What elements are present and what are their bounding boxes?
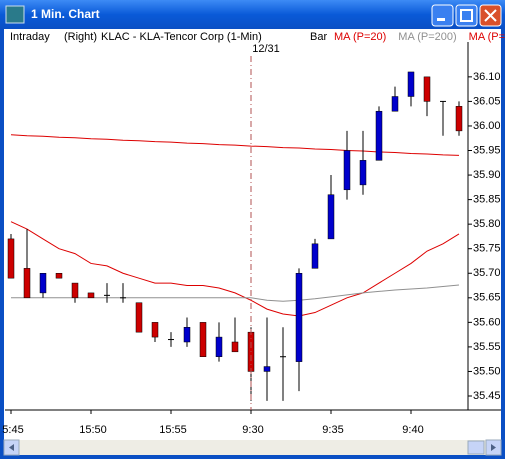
candle-body	[151, 322, 159, 338]
y-tick-label: 35.75	[473, 243, 501, 255]
window-title: 1 Min. Chart	[31, 7, 100, 21]
y-tick-label: 35.45	[473, 390, 501, 402]
candle-body	[199, 322, 207, 357]
header-symbol: KLAC - KLA-Tencor Corp (1-Min)	[101, 31, 262, 43]
y-tick-label: 36.00	[473, 120, 501, 132]
candle-body	[87, 292, 95, 299]
candle-body	[135, 302, 143, 333]
moving-average-line	[10, 134, 460, 156]
candle-body	[343, 150, 351, 191]
session-break-label: 12/31	[252, 43, 280, 55]
y-tick-label: 35.90	[473, 169, 501, 181]
candle-body	[7, 238, 15, 279]
scrollbar[interactable]	[4, 440, 501, 455]
y-tick-label: 35.55	[473, 341, 501, 353]
candle-body	[55, 273, 63, 279]
candle-body	[231, 341, 239, 353]
x-tick-label: 15:50	[79, 424, 107, 436]
header-style: Bar	[310, 31, 327, 43]
candle-body	[263, 366, 271, 372]
scroll-right-arrow	[491, 444, 496, 451]
y-tick-label: 35.65	[473, 292, 501, 304]
close-icon	[484, 9, 497, 22]
candle-body	[311, 243, 319, 269]
moving-average-line	[10, 221, 460, 317]
candle-body	[215, 336, 223, 357]
y-tick-label: 35.80	[473, 218, 501, 230]
app-icon	[5, 5, 25, 24]
candle-body	[23, 268, 31, 299]
y-tick-label: 36.05	[473, 95, 501, 107]
candle-body	[295, 273, 303, 362]
maximize-button[interactable]	[455, 4, 478, 27]
y-tick-label: 35.70	[473, 267, 501, 279]
y-tick-label: 35.95	[473, 144, 501, 156]
title-bar	[0, 0, 505, 29]
candle-body	[423, 76, 431, 102]
minimize-button[interactable]	[431, 4, 454, 27]
legend-entry: MA (P=20)	[334, 31, 386, 43]
minimize-icon	[437, 18, 445, 21]
y-tick-label: 35.50	[473, 365, 501, 377]
candle-body	[407, 71, 415, 97]
candle-body	[39, 273, 47, 294]
header-mode: Intraday	[10, 31, 50, 43]
plot	[7, 71, 463, 401]
y-tick-label: 35.85	[473, 194, 501, 206]
candle-body	[455, 106, 463, 132]
y-tick-label: 36.10	[473, 71, 501, 83]
legend-entry: MA (P=6	[469, 31, 505, 43]
candle-body	[327, 194, 335, 240]
candle-body	[359, 160, 367, 186]
candle-body	[391, 96, 399, 112]
moving-average-line	[11, 284, 460, 302]
candle-body	[375, 110, 383, 161]
candle-body	[71, 282, 79, 299]
scroll-left-arrow	[9, 444, 14, 451]
legend-entry: MA (P=200)	[398, 31, 456, 43]
x-tick-label: 5:45	[2, 424, 23, 436]
x-tick-label: 9:30	[242, 424, 263, 436]
x-tick-label: 15:55	[159, 424, 187, 436]
candle-body	[183, 327, 191, 343]
scroll-thumb[interactable]	[467, 440, 485, 455]
x-tick-label: 9:40	[402, 424, 423, 436]
header-scale-side: (Right)	[64, 31, 97, 43]
x-tick-label: 9:35	[322, 424, 343, 436]
y-tick-label: 35.60	[473, 316, 501, 328]
chart-area	[4, 29, 501, 455]
maximize-icon	[460, 9, 473, 22]
